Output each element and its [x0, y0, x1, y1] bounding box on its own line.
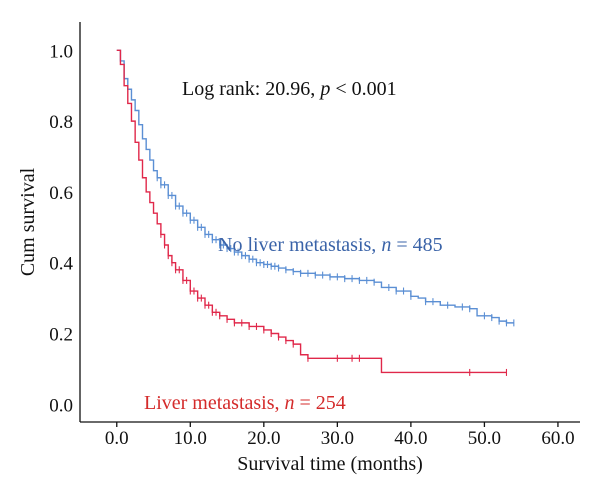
y-tick-label: 0.2 [49, 325, 73, 346]
y-tick-label: 1.0 [49, 41, 73, 62]
liver-metastasis-label: Liver metastasis, n = 254 [144, 392, 346, 414]
liver-metastasis-curve [116, 49, 507, 374]
y-tick-label: 0.6 [49, 183, 73, 204]
x-tick-label: 50.0 [468, 428, 501, 449]
y-axis-title: Cum survival [17, 167, 39, 276]
x-tick-label: 0.0 [105, 428, 129, 449]
y-tick-label: 0.0 [49, 395, 73, 416]
axes [79, 22, 580, 423]
plot-lines [116, 49, 515, 376]
no-liver-metastasis-label: No liver metastasis, n = 485 [218, 234, 443, 256]
logrank-annotation: Log rank: 20.96, p < 0.001 [182, 78, 397, 100]
liver-prefix: Liver metastasis, [144, 392, 285, 414]
y-tick-label: 0.8 [49, 112, 73, 133]
liver-suffix: = 254 [295, 392, 346, 414]
x-axis-title: Survival time (months) [237, 453, 423, 475]
logrank-prefix: Log rank: 20.96, [182, 78, 320, 100]
logrank-suffix: < 0.001 [330, 78, 396, 100]
x-tick-label: 60.0 [541, 428, 574, 449]
logrank-p: p [318, 78, 330, 100]
y-tick-label: 0.4 [49, 254, 73, 275]
no-liver-suffix: = 485 [391, 234, 442, 256]
no-liver-n: n [381, 234, 391, 256]
liver-n: n [285, 392, 295, 414]
x-tick-label: 30.0 [321, 428, 354, 449]
x-tick-label: 20.0 [247, 428, 280, 449]
no-liver-prefix: No liver metastasis, [218, 234, 381, 256]
ticks: 0.0 10.0 20.0 30.0 40.0 50.0 60.0 0.0 0.2 0.4 0.6 0… [49, 41, 574, 449]
x-tick-label: 40.0 [394, 428, 427, 449]
x-tick-label: 10.0 [174, 428, 207, 449]
